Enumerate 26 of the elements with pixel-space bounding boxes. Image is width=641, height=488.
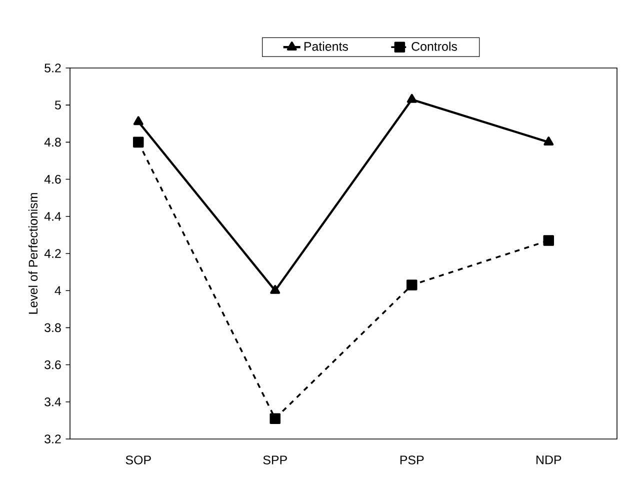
x-tick-label: SOP bbox=[126, 456, 151, 464]
x-tick-label: SPP bbox=[263, 456, 287, 464]
y-tick-label: 4.4 bbox=[44, 212, 62, 221]
legend-label: Controls bbox=[412, 42, 458, 51]
y-tick-label: 3.6 bbox=[44, 360, 61, 370]
point bbox=[133, 136, 144, 148]
point bbox=[270, 285, 280, 294]
x-tick-label: NDP bbox=[536, 456, 562, 464]
x-tick-label: PSP bbox=[400, 456, 424, 464]
point bbox=[544, 136, 554, 146]
y-tick-label: 5.2 bbox=[44, 64, 61, 72]
y-tick-label: 3.4 bbox=[44, 397, 62, 406]
legend-label: Patients bbox=[304, 42, 348, 51]
point bbox=[406, 280, 418, 290]
y-axis-title: Level of Perfectionism bbox=[28, 193, 38, 314]
y-tick-label: 4.8 bbox=[44, 138, 61, 147]
point bbox=[270, 413, 281, 424]
y-tick-label: 4.2 bbox=[44, 249, 61, 258]
y-tick-label: 3.2 bbox=[44, 434, 61, 444]
y-tick-label: 5 bbox=[54, 100, 61, 110]
y-tick-label: 4 bbox=[54, 286, 62, 295]
point bbox=[406, 94, 417, 103]
point bbox=[133, 116, 144, 126]
point bbox=[543, 235, 554, 246]
y-tick-label: 4.6 bbox=[44, 174, 61, 184]
y-tick-label: 3.8 bbox=[44, 323, 61, 332]
